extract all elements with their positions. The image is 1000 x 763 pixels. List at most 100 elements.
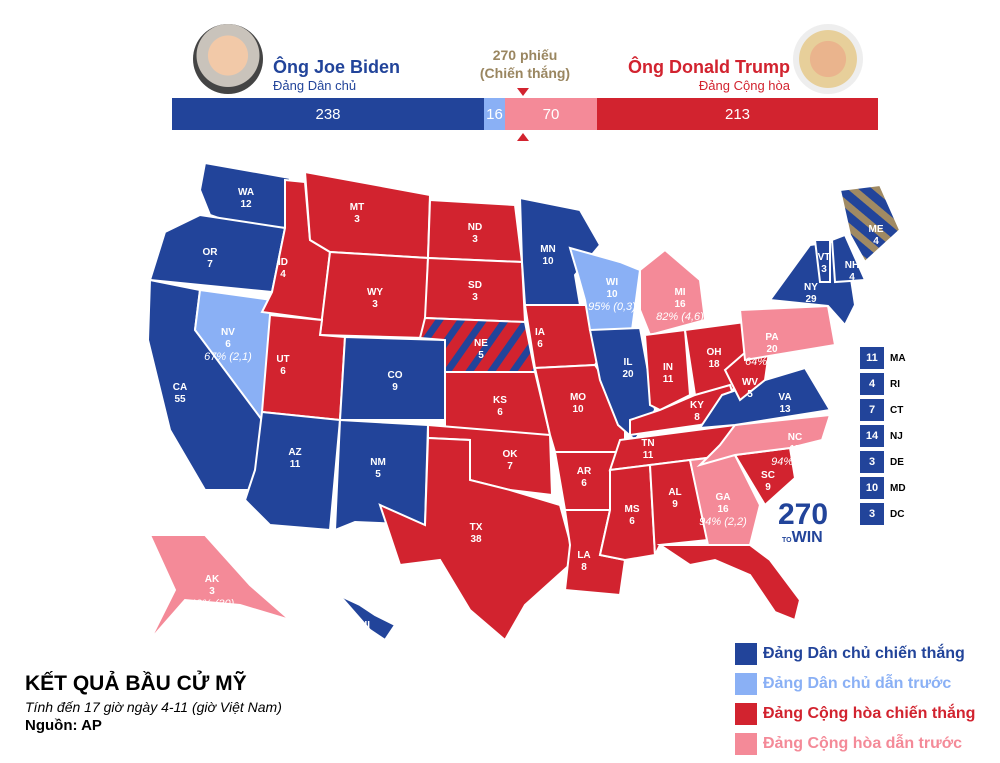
small-state-ev: 7: [860, 399, 884, 421]
legend-item-rep-win: Đảng Cộng hòa chiến thắng: [735, 703, 975, 725]
state-label-nc: NC 15 94% (1,4): [771, 432, 819, 468]
legend-label: Đảng Dân chủ dẫn trước: [763, 675, 952, 692]
threshold-label: 270 phiếu (Chiến thắng): [470, 46, 580, 82]
state-label-ut: UT 6: [276, 354, 289, 377]
small-state-abbr: NJ: [890, 430, 903, 442]
bar-dem-win: 238: [172, 98, 484, 130]
state-me[interactable]: [838, 183, 902, 264]
state-label-me: ME 4: [869, 224, 884, 247]
state-label-nd: ND 3: [468, 222, 482, 245]
state-nm[interactable]: [333, 418, 430, 532]
state-label-ca: CA 55: [173, 382, 187, 405]
state-label-ms: MS 6: [625, 504, 640, 527]
state-tx[interactable]: [378, 436, 577, 642]
biden-photo: [193, 24, 263, 94]
state-label-sc: SC 9: [761, 470, 775, 493]
threshold-marker-top: [517, 88, 529, 96]
state-label-ak: AK 3 43% (30): [190, 574, 235, 610]
state-label-nm: NM 5: [370, 457, 386, 480]
state-label-ne: NE 5: [474, 338, 488, 361]
state-label-il: IL 20: [622, 357, 634, 380]
legend-swatch: [735, 673, 757, 695]
small-state-abbr: DC: [890, 508, 905, 520]
small-state-ev: 3: [860, 503, 884, 525]
state-label-id: ID 4: [278, 257, 288, 280]
logo-number: 270: [778, 498, 829, 531]
logo-to: TO: [782, 537, 792, 544]
small-state-ev: 14: [860, 425, 884, 447]
small-state-ri[interactable]: 4 RI: [860, 373, 906, 395]
state-label-in: IN 11: [663, 362, 674, 385]
bar-rep-lead: 70: [505, 98, 597, 130]
state-mn[interactable]: [518, 196, 602, 306]
state-label-ga: GA 16 94% (2,2): [699, 492, 747, 528]
legend-item-dem-win: Đảng Dân chủ chiến thắng: [735, 643, 975, 665]
state-nh[interactable]: [830, 233, 867, 284]
footer-subtitle: Tính đến 17 giờ ngày 4-11 (giờ Việt Nam): [25, 699, 282, 715]
state-label-sd: SD 3: [468, 280, 482, 303]
small-state-ev: 10: [860, 477, 884, 499]
biden-header: Ông Joe Biden Đảng Dân chủ: [273, 57, 400, 93]
state-label-mn: MN 10: [540, 244, 556, 267]
threshold-line2: (Chiến thắng): [479, 65, 571, 81]
state-ak[interactable]: [148, 534, 291, 641]
state-fl[interactable]: [656, 544, 802, 622]
state-label-vt: VT 3: [818, 252, 831, 275]
state-label-ia: IA 6: [535, 327, 545, 350]
legend-label: Đảng Dân chủ chiến thắng: [763, 645, 965, 662]
small-state-ev: 11: [860, 347, 884, 369]
state-or[interactable]: [148, 213, 287, 294]
state-label-ks: KS 6: [493, 395, 507, 418]
legend-swatch: [735, 643, 757, 665]
small-state-dc[interactable]: 3 DC: [860, 503, 906, 525]
legend-item-rep-lead: Đảng Cộng hòa dẫn trước: [735, 733, 975, 755]
state-mt[interactable]: [303, 170, 432, 260]
small-state-abbr: MD: [890, 482, 906, 494]
state-label-ar: AR 6: [577, 466, 592, 489]
logo-win: WIN: [791, 529, 823, 546]
legend: Đảng Dân chủ chiến thắng Đảng Dân chủ dẫn…: [735, 643, 975, 763]
state-label-ok: OK 7: [503, 449, 519, 472]
state-label-wy: WY 3: [367, 287, 383, 310]
state-label-wv: WV 5: [742, 377, 758, 400]
state-pa[interactable]: [738, 304, 837, 362]
state-label-wa: WA 12: [238, 187, 254, 210]
state-label-ny: NY 29: [804, 282, 818, 305]
state-label-co: CO 9: [388, 370, 403, 393]
270towin-logo: 270 TOWIN: [778, 500, 828, 546]
small-state-ev: 3: [860, 451, 884, 473]
small-state-md[interactable]: 10 MD: [860, 477, 906, 499]
state-al[interactable]: [648, 458, 710, 559]
state-label-mi: MI 16 82% (4,6): [656, 287, 704, 323]
state-vt[interactable]: [813, 239, 831, 283]
legend-swatch: [735, 703, 757, 725]
state-label-nh: NH 4: [845, 260, 859, 283]
footer-title: KẾT QUẢ BẦU CỬ MỸ: [25, 672, 247, 695]
electoral-vote-bar: 238 16 70 213: [172, 98, 878, 130]
state-label-hi: HI 4: [360, 620, 370, 643]
threshold-line1: 270 phiếu: [492, 47, 558, 63]
bar-dem-lead: 16: [484, 98, 505, 130]
legend-item-dem-lead: Đảng Dân chủ dẫn trước: [735, 673, 975, 695]
small-state-nj[interactable]: 14 NJ: [860, 425, 906, 447]
legend-label: Đảng Cộng hòa chiến thắng: [763, 705, 976, 722]
small-state-ct[interactable]: 7 CT: [860, 399, 906, 421]
small-state-de[interactable]: 3 DE: [860, 451, 906, 473]
small-state-abbr: DE: [890, 456, 904, 468]
state-nc[interactable]: [696, 413, 832, 468]
small-state-abbr: MA: [890, 352, 906, 364]
trump-header: Ông Donald Trump Đảng Cộng hòa: [628, 57, 790, 93]
footer-source: Nguồn: AP: [25, 717, 102, 734]
state-mi[interactable]: [639, 248, 707, 337]
biden-party: Đảng Dân chủ: [273, 78, 357, 93]
small-states-list: 11 MA 4 RI 7 CT 14 NJ 3 DE 10 MD 3 DC: [860, 347, 906, 529]
state-az[interactable]: [243, 410, 342, 532]
small-state-ev: 4: [860, 373, 884, 395]
state-label-mo: MO 10: [570, 392, 586, 415]
state-hi[interactable]: [334, 589, 397, 642]
state-label-mt: MT 3: [350, 202, 364, 225]
state-label-fl: FL 29: [789, 562, 801, 585]
small-state-ma[interactable]: 11 MA: [860, 347, 906, 369]
state-label-al: AL 9: [668, 487, 681, 510]
